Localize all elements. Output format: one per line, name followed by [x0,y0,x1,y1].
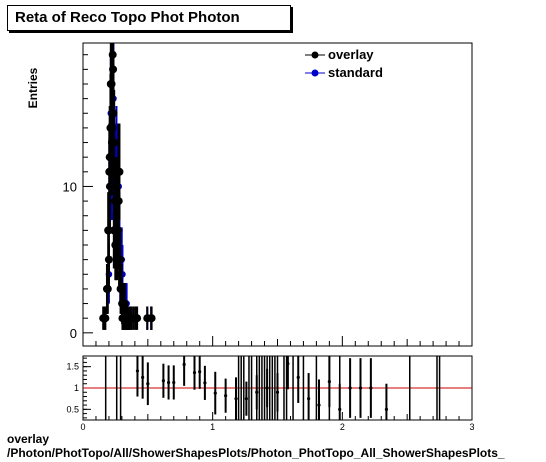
data-point [369,386,373,390]
data-point [198,370,202,374]
main-plot-frame [82,42,473,347]
data-point [172,380,176,385]
data-point [213,391,217,395]
overlay-series [99,43,156,330]
data-point [110,138,119,147]
data-point [358,386,363,390]
data-point [104,255,113,264]
ratio-y-tick-label: 0.5 [66,404,79,414]
footer-line-1: overlay [7,432,50,446]
data-point [244,397,248,401]
ratio-x-tick-label: 1 [210,422,215,432]
main-x-ticks [82,336,473,346]
data-point [141,375,145,379]
data-point [296,375,300,379]
main-y-tick-label: 10 [63,179,77,194]
data-point [166,380,171,385]
ratio-y-ticks: 0.5 1 1.5 [66,357,91,419]
data-point [255,390,259,394]
legend-standard-marker [311,69,319,77]
footer-line-2: /Photon/PhotTopo/All/ShowerShapesPlots/P… [7,446,505,460]
main-y-ticks: 0 10 [63,54,93,341]
data-point [135,369,140,373]
ratio-x-tick-label: 2 [340,422,345,432]
data-point [103,284,112,293]
title-box: Reta of Reco Topo Phot Photon [7,5,291,31]
data-point [161,379,165,383]
ratio-x-tick-label: 3 [469,422,474,432]
data-point [234,397,238,401]
main-y-tick-label: 0 [70,326,77,341]
data-point [384,407,389,411]
footer: overlay /Photon/PhotTopo/All/ShowerShape… [7,432,505,460]
ratio-y-tick-label: 1.5 [66,362,79,372]
data-point [116,255,125,264]
data-point [120,299,129,308]
data-point [133,314,142,323]
data-point [192,371,197,375]
legend-standard-label: standard [328,65,383,80]
data-point [146,382,150,386]
data-point [338,407,342,411]
data-point [317,403,321,407]
data-point [348,386,352,390]
legend-overlay-label: overlay [328,47,374,62]
y-axis-label: Entries [26,67,40,108]
data-point [265,386,269,390]
chart-title: Reta of Reco Topo Phot Photon [15,9,240,26]
legend-overlay-marker [311,51,319,59]
ratio-y-tick-label: 1 [74,383,79,393]
ratio-series [104,356,441,420]
data-point [101,314,110,323]
data-point [224,394,228,398]
data-point [275,390,280,394]
data-point [307,397,311,401]
data-point [147,314,156,323]
ratio-x-tick-label: 0 [80,422,85,432]
data-point [286,362,290,366]
legend: overlay standard [305,47,383,80]
data-point [203,381,207,385]
data-point [115,167,124,176]
data-point [327,380,331,384]
data-point [182,362,186,367]
